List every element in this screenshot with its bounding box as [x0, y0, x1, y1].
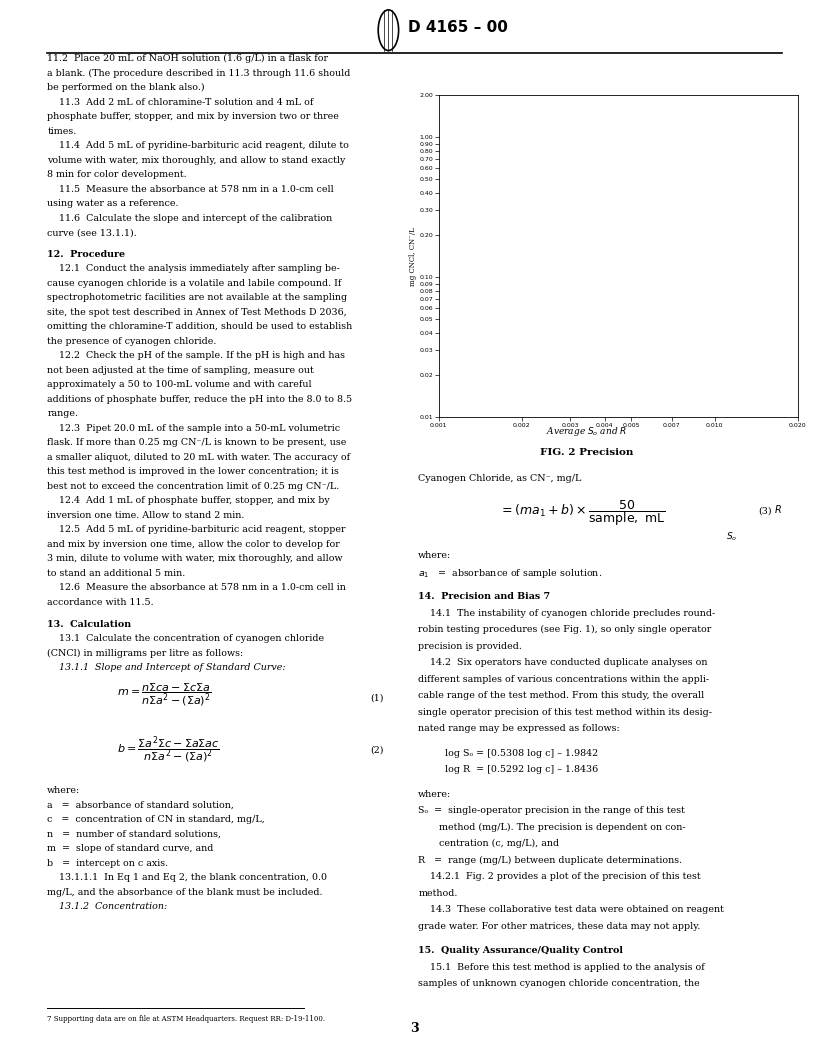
Text: 13.1.1.1  In Eq 1 and Eq 2, the blank concentration, 0.0: 13.1.1.1 In Eq 1 and Eq 2, the blank con… [47, 873, 327, 883]
Text: be performed on the blank also.): be performed on the blank also.) [47, 83, 205, 92]
Text: m  =  slope of standard curve, and: m = slope of standard curve, and [47, 845, 214, 853]
Text: 11.6  Calculate the slope and intercept of the calibration: 11.6 Calculate the slope and intercept o… [47, 213, 333, 223]
Text: 12.5  Add 5 mL of pyridine-barbituric acid reagent, stopper: 12.5 Add 5 mL of pyridine-barbituric aci… [47, 526, 346, 534]
Text: accordance with 11.5.: accordance with 11.5. [47, 598, 154, 607]
Text: flask. If more than 0.25 mg CN⁻/L is known to be present, use: flask. If more than 0.25 mg CN⁻/L is kno… [47, 438, 347, 448]
Text: where:: where: [47, 787, 81, 795]
Text: Cyanogen Chloride, as CN⁻, mg/L: Cyanogen Chloride, as CN⁻, mg/L [418, 473, 582, 483]
Text: method.: method. [418, 889, 458, 898]
Text: precision is provided.: precision is provided. [418, 642, 522, 650]
Text: (1): (1) [370, 693, 384, 702]
Text: 8 min for color development.: 8 min for color development. [47, 170, 187, 180]
Text: to stand an additional 5 min.: to stand an additional 5 min. [47, 569, 185, 578]
Text: 14.2.1  Fig. 2 provides a plot of the precision of this test: 14.2.1 Fig. 2 provides a plot of the pre… [418, 872, 701, 882]
Text: (2): (2) [370, 746, 384, 754]
Text: site, the spot test described in Annex of Test Methods D 2036,: site, the spot test described in Annex o… [47, 308, 347, 317]
Text: single operator precision of this test method within its desig-: single operator precision of this test m… [418, 708, 712, 717]
Text: using water as a reference.: using water as a reference. [47, 200, 179, 208]
Text: 14.1  The instability of cyanogen chloride precludes round-: 14.1 The instability of cyanogen chlorid… [418, 608, 716, 618]
Text: 13.1  Calculate the concentration of cyanogen chloride: 13.1 Calculate the concentration of cyan… [47, 635, 325, 643]
Text: grade water. For other matrices, these data may not apply.: grade water. For other matrices, these d… [418, 922, 701, 930]
Text: $m = \dfrac{n \Sigma ca - \Sigma c \Sigma a}{n \Sigma a^2 - (\Sigma a)^2}$: $m = \dfrac{n \Sigma ca - \Sigma c \Sigm… [118, 682, 212, 709]
Text: 12.1  Conduct the analysis immediately after sampling be-: 12.1 Conduct the analysis immediately af… [47, 264, 340, 274]
Text: different samples of various concentrations within the appli-: different samples of various concentrati… [418, 675, 709, 683]
Text: Sₒ  =  single-operator precision in the range of this test: Sₒ = single-operator precision in the ra… [418, 807, 685, 815]
Text: best not to exceed the concentration limit of 0.25 mg CN⁻/L.: best not to exceed the concentration lim… [47, 482, 339, 491]
Text: (CNCl) in milligrams per litre as follows:: (CNCl) in milligrams per litre as follow… [47, 648, 244, 658]
Text: this test method is improved in the lower concentration; it is: this test method is improved in the lowe… [47, 468, 339, 476]
Text: 12.2  Check the pH of the sample. If the pH is high and has: 12.2 Check the pH of the sample. If the … [47, 352, 345, 360]
Text: 14.2  Six operators have conducted duplicate analyses on: 14.2 Six operators have conducted duplic… [418, 658, 707, 667]
Text: log Sₒ = [0.5308 log c] – 1.9842: log Sₒ = [0.5308 log c] – 1.9842 [418, 749, 598, 758]
Text: omitting the chloramine-T addition, should be used to establish: omitting the chloramine-T addition, shou… [47, 322, 353, 332]
Text: a blank. (The procedure described in 11.3 through 11.6 should: a blank. (The procedure described in 11.… [47, 69, 351, 78]
Text: $R$: $R$ [774, 504, 782, 515]
Text: log R  = [0.5292 log c] – 1.8436: log R = [0.5292 log c] – 1.8436 [418, 766, 598, 774]
Text: the presence of cyanogen chloride.: the presence of cyanogen chloride. [47, 337, 217, 346]
Text: (3): (3) [758, 507, 771, 515]
Text: approximately a 50 to 100-mL volume and with careful: approximately a 50 to 100-mL volume and … [47, 380, 312, 390]
Text: 11.4  Add 5 mL of pyridine-barbituric acid reagent, dilute to: 11.4 Add 5 mL of pyridine-barbituric aci… [47, 142, 349, 150]
Text: where:: where: [418, 551, 451, 560]
Text: 12.6  Measure the absorbance at 578 nm in a 1.0-cm cell in: 12.6 Measure the absorbance at 578 nm in… [47, 583, 346, 592]
Text: 15.1  Before this test method is applied to the analysis of: 15.1 Before this test method is applied … [418, 963, 705, 972]
Text: 12.  Procedure: 12. Procedure [47, 250, 126, 259]
Text: inversion one time. Allow to stand 2 min.: inversion one time. Allow to stand 2 min… [47, 511, 245, 520]
Text: 14.  Precision and Bias 7: 14. Precision and Bias 7 [418, 592, 550, 601]
Text: a smaller aliquot, diluted to 20 mL with water. The accuracy of: a smaller aliquot, diluted to 20 mL with… [47, 453, 350, 461]
Text: times.: times. [47, 127, 77, 136]
Text: 13.1.2  Concentration:: 13.1.2 Concentration: [47, 902, 167, 911]
Text: curve (see 13.1.1).: curve (see 13.1.1). [47, 228, 137, 238]
Text: 11.5  Measure the absorbance at 578 nm in a 1.0-cm cell: 11.5 Measure the absorbance at 578 nm in… [47, 185, 334, 193]
Text: a   =  absorbance of standard solution,: a = absorbance of standard solution, [47, 800, 234, 810]
Text: samples of unknown cyanogen chloride concentration, the: samples of unknown cyanogen chloride con… [418, 979, 700, 988]
Text: 7 Supporting data are on file at ASTM Headquarters. Request RR: D-19-1100.: 7 Supporting data are on file at ASTM He… [47, 1015, 326, 1023]
Text: cable range of the test method. From this study, the overall: cable range of the test method. From thi… [418, 691, 704, 700]
Text: 13.1.1  Slope and Intercept of Standard Curve:: 13.1.1 Slope and Intercept of Standard C… [47, 663, 286, 672]
Text: cause cyanogen chloride is a volatile and labile compound. If: cause cyanogen chloride is a volatile an… [47, 279, 342, 288]
Text: Average $S_o$ and $R$: Average $S_o$ and $R$ [546, 425, 628, 438]
Text: 11.2  Place 20 mL of NaOH solution (1.6 g/L) in a flask for: 11.2 Place 20 mL of NaOH solution (1.6 g… [47, 54, 328, 63]
Text: 3: 3 [410, 1022, 419, 1035]
Y-axis label: mg CNCl, CN⁻/L: mg CNCl, CN⁻/L [409, 227, 416, 285]
Text: range.: range. [47, 410, 78, 418]
Text: 12.3  Pipet 20.0 mL of the sample into a 50-mL volumetric: 12.3 Pipet 20.0 mL of the sample into a … [47, 423, 340, 433]
Text: and mix by inversion one time, allow the color to develop for: and mix by inversion one time, allow the… [47, 540, 340, 549]
Text: nated range may be expressed as follows:: nated range may be expressed as follows: [418, 724, 620, 733]
Text: additions of phosphate buffer, reduce the pH into the 8.0 to 8.5: additions of phosphate buffer, reduce th… [47, 395, 353, 404]
Text: c   =  concentration of CN in standard, mg/L,: c = concentration of CN in standard, mg/… [47, 815, 265, 825]
Text: where:: where: [418, 790, 451, 799]
Text: R   =  range (mg/L) between duplicate determinations.: R = range (mg/L) between duplicate deter… [418, 855, 682, 865]
Text: b   =  intercept on c axis.: b = intercept on c axis. [47, 859, 168, 868]
Text: 12.4  Add 1 mL of phosphate buffer, stopper, and mix by: 12.4 Add 1 mL of phosphate buffer, stopp… [47, 496, 330, 506]
Text: $= (ma_1 + b) \times \dfrac{50}{\mathrm{sample,\ mL}}$: $= (ma_1 + b) \times \dfrac{50}{\mathrm{… [499, 498, 665, 528]
Text: 15.  Quality Assurance/Quality Control: 15. Quality Assurance/Quality Control [418, 946, 623, 956]
Text: $b = \dfrac{\Sigma a^2 \Sigma c - \Sigma a \Sigma ac}{n \Sigma a^2 - (\Sigma a)^: $b = \dfrac{\Sigma a^2 \Sigma c - \Sigma… [118, 734, 220, 765]
Text: $a_1$   =  absorbance of sample solution.: $a_1$ = absorbance of sample solution. [418, 567, 602, 581]
Text: phosphate buffer, stopper, and mix by inversion two or three: phosphate buffer, stopper, and mix by in… [47, 112, 339, 121]
Text: 13.  Calculation: 13. Calculation [47, 620, 131, 628]
Text: $S_o$: $S_o$ [725, 530, 737, 543]
Text: volume with water, mix thoroughly, and allow to stand exactly: volume with water, mix thoroughly, and a… [47, 155, 346, 165]
Text: spectrophotometric facilities are not available at the sampling: spectrophotometric facilities are not av… [47, 294, 348, 302]
Text: 3 min, dilute to volume with water, mix thoroughly, and allow: 3 min, dilute to volume with water, mix … [47, 554, 343, 564]
Text: not been adjusted at the time of sampling, measure out: not been adjusted at the time of samplin… [47, 366, 314, 375]
Text: 14.3  These collaborative test data were obtained on reagent: 14.3 These collaborative test data were … [418, 905, 724, 914]
Text: n   =  number of standard solutions,: n = number of standard solutions, [47, 830, 221, 838]
Text: FIG. 2 Precision: FIG. 2 Precision [540, 448, 633, 456]
Text: mg/L, and the absorbance of the blank must be included.: mg/L, and the absorbance of the blank mu… [47, 888, 323, 897]
Text: D 4165 – 00: D 4165 – 00 [408, 20, 508, 36]
Text: robin testing procedures (see Fig. 1), so only single operator: robin testing procedures (see Fig. 1), s… [418, 625, 712, 635]
Text: method (mg/L). The precision is dependent on con-: method (mg/L). The precision is dependen… [418, 823, 685, 832]
Text: centration (c, mg/L), and: centration (c, mg/L), and [418, 840, 559, 848]
Text: 11.3  Add 2 mL of chloramine-T solution and 4 mL of: 11.3 Add 2 mL of chloramine-T solution a… [47, 98, 313, 107]
